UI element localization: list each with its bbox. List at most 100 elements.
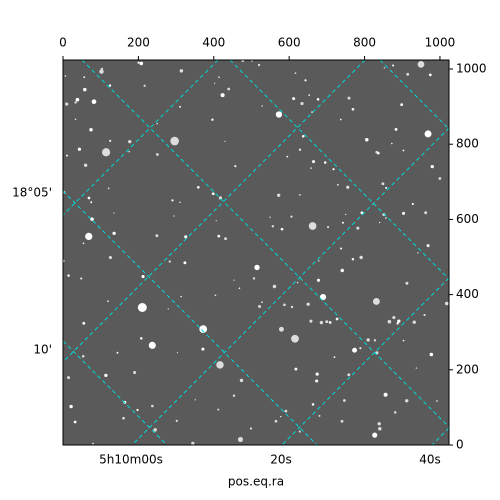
star [415,367,418,369]
star [237,436,244,443]
star [232,394,236,397]
star [298,148,302,152]
star [301,134,305,138]
star [67,274,70,277]
star [179,69,184,73]
star [365,137,369,142]
star [108,84,112,87]
star [217,408,220,411]
star [332,168,335,171]
star [155,234,159,238]
grid-line [229,60,449,280]
x-tick-label: 800 [353,36,376,50]
star [220,93,225,98]
star [290,215,293,218]
grid-line [63,60,219,216]
star [214,294,217,297]
star [311,111,313,113]
star [224,140,226,142]
star [224,237,227,241]
star [85,232,93,241]
star [176,351,179,354]
star [234,165,237,168]
dec-tick-label: 18°05' [12,186,52,200]
star [69,404,73,409]
star [92,442,94,445]
star [141,274,145,279]
star [387,319,392,324]
star [385,186,388,189]
y-tick-label: 800 [456,137,479,151]
star [197,185,200,189]
grid-line [281,277,449,445]
y-tick-label: 1000 [456,62,487,76]
star [396,322,399,325]
star [137,61,140,64]
star [411,202,414,206]
star [90,217,94,221]
frame [62,59,450,446]
star [430,165,434,169]
star [77,147,82,151]
y-tick-label: 400 [456,287,479,301]
star [311,403,315,406]
star [75,97,80,102]
x-tick-label: 0 [59,36,67,50]
star [175,419,178,422]
star [319,320,324,325]
x-tick-label: 600 [278,36,301,50]
star [139,61,144,66]
star [375,150,379,154]
star [438,177,442,180]
star [233,279,235,281]
star [372,432,378,438]
star [315,379,319,383]
star [294,367,298,371]
star [64,75,67,77]
x-tick-label: 1000 [425,36,456,50]
star [392,315,396,320]
star [424,130,432,138]
star [90,201,93,204]
star [82,242,85,245]
star [381,182,385,186]
star [436,400,438,402]
grid-line [63,60,366,363]
star [215,220,217,222]
star [184,235,188,239]
star [402,339,405,342]
star [323,161,327,164]
x-axis-label: pos.eq.ra [228,475,284,489]
star [87,196,91,200]
star [153,428,157,432]
star [211,192,215,196]
ra-tick-label: 20s [270,453,292,467]
star [133,371,137,375]
star [406,72,410,76]
star [405,281,409,285]
stars [63,60,449,445]
dec-tick-label: 10' [33,343,52,357]
star [359,346,362,350]
star [405,399,409,403]
star [108,255,112,260]
star [309,319,313,323]
star [116,351,119,354]
star [173,215,175,217]
star [339,118,342,121]
star [168,260,171,263]
star [271,225,275,228]
star [308,94,311,96]
star [107,187,110,190]
star [391,142,393,145]
star [424,211,428,215]
star [417,60,425,68]
star [366,338,370,342]
star [359,255,363,260]
star [351,258,355,261]
star [170,136,179,146]
star [308,222,317,230]
star [356,226,360,230]
star [340,247,343,250]
